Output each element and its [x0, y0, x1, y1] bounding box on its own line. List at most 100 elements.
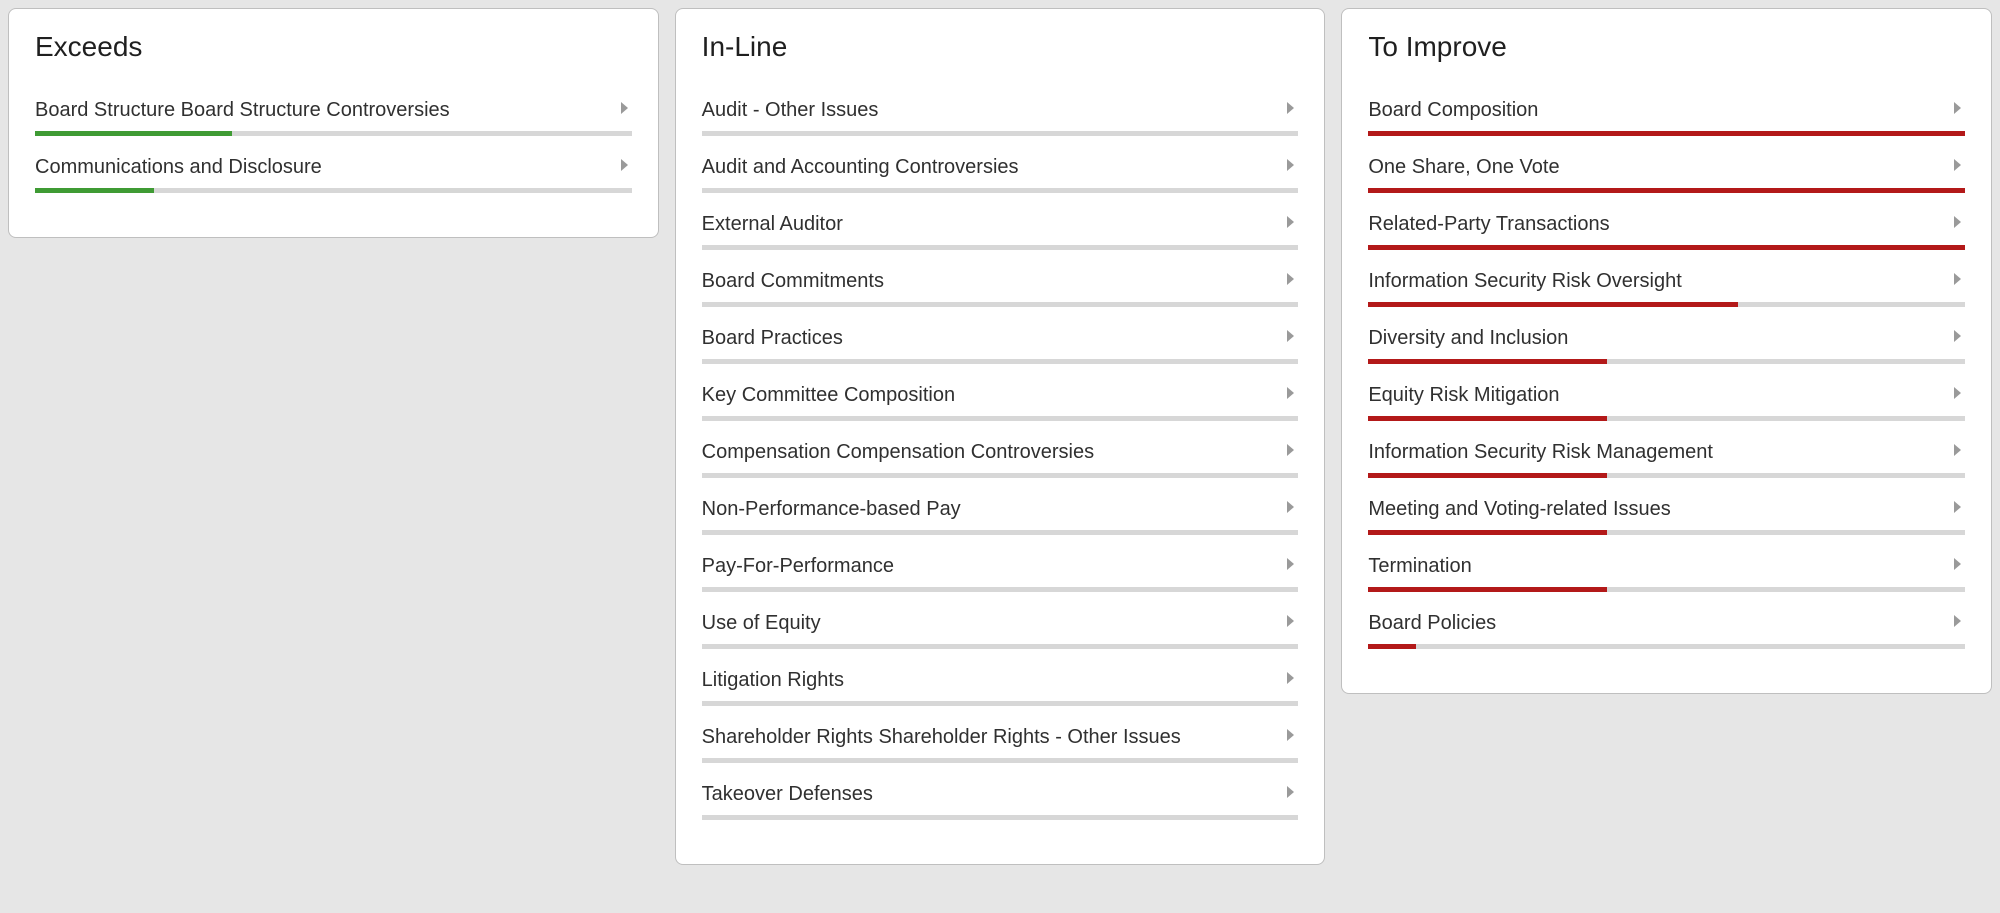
metric-item: Compensation Compensation Controversies [702, 439, 1299, 478]
metric-item-label: Information Security Risk Oversight [1368, 268, 1951, 294]
chevron-right-icon [1284, 215, 1298, 234]
metric-item-label: Diversity and Inclusion [1368, 325, 1951, 351]
metric-bar-track [1368, 530, 1965, 535]
metric-bar-track [1368, 188, 1965, 193]
metric-item-header[interactable]: Information Security Risk Management [1368, 439, 1965, 465]
panels-container: Exceeds Board Structure Board Structure … [8, 8, 1992, 865]
metric-item-header[interactable]: Litigation Rights [702, 667, 1299, 693]
chevron-right-icon [1284, 728, 1298, 747]
metric-bar-fill [702, 245, 1299, 250]
metric-bar-fill [702, 359, 1299, 364]
metric-item: External Auditor [702, 211, 1299, 250]
panel-items-exceeds: Board Structure Board Structure Controve… [35, 97, 632, 193]
metric-item-header[interactable]: Non-Performance-based Pay [702, 496, 1299, 522]
chevron-right-icon [1284, 614, 1298, 633]
metric-bar-track [1368, 302, 1965, 307]
metric-item-header[interactable]: Diversity and Inclusion [1368, 325, 1965, 351]
metric-item-header[interactable]: One Share, One Vote [1368, 154, 1965, 180]
metric-item-label: Related-Party Transactions [1368, 211, 1951, 237]
metric-item-header[interactable]: Board Structure Board Structure Controve… [35, 97, 632, 123]
metric-bar-track [702, 530, 1299, 535]
metric-item: Use of Equity [702, 610, 1299, 649]
metric-item-label: Board Policies [1368, 610, 1951, 636]
chevron-right-icon [1951, 215, 1965, 234]
metric-item-label: Takeover Defenses [702, 781, 1285, 807]
metric-item-header[interactable]: External Auditor [702, 211, 1299, 237]
metric-item-header[interactable]: Board Commitments [702, 268, 1299, 294]
metric-item: Board Policies [1368, 610, 1965, 649]
panel-title-inline: In-Line [702, 31, 1299, 63]
metric-item-label: External Auditor [702, 211, 1285, 237]
metric-item-label: Equity Risk Mitigation [1368, 382, 1951, 408]
metric-item: Information Security Risk Oversight [1368, 268, 1965, 307]
metric-bar-fill [1368, 359, 1607, 364]
metric-item-label: Board Structure Board Structure Controve… [35, 97, 618, 123]
chevron-right-icon [1284, 443, 1298, 462]
metric-item-header[interactable]: Board Practices [702, 325, 1299, 351]
metric-item-header[interactable]: Shareholder Rights Shareholder Rights - … [702, 724, 1299, 750]
metric-item: Related-Party Transactions [1368, 211, 1965, 250]
metric-item-header[interactable]: Compensation Compensation Controversies [702, 439, 1299, 465]
chevron-right-icon [1284, 671, 1298, 690]
metric-bar-track [702, 473, 1299, 478]
metric-bar-track [702, 815, 1299, 820]
metric-bar-track [702, 587, 1299, 592]
chevron-right-icon [1951, 158, 1965, 177]
metric-bar-fill [1368, 473, 1607, 478]
metric-item: Board Commitments [702, 268, 1299, 307]
metric-item-header[interactable]: Use of Equity [702, 610, 1299, 636]
metric-item-header[interactable]: Pay-For-Performance [702, 553, 1299, 579]
metric-item-header[interactable]: Takeover Defenses [702, 781, 1299, 807]
metric-item: Non-Performance-based Pay [702, 496, 1299, 535]
metric-item-header[interactable]: Meeting and Voting-related Issues [1368, 496, 1965, 522]
chevron-right-icon [1951, 500, 1965, 519]
chevron-right-icon [1951, 443, 1965, 462]
metric-item-label: Termination [1368, 553, 1951, 579]
metric-bar-track [702, 359, 1299, 364]
metric-item-header[interactable]: Board Composition [1368, 97, 1965, 123]
metric-bar-fill [1368, 530, 1607, 535]
metric-bar-fill [1368, 302, 1738, 307]
metric-item-label: Non-Performance-based Pay [702, 496, 1285, 522]
panel-improve: To Improve Board CompositionOne Share, O… [1341, 8, 1992, 694]
metric-item-header[interactable]: Related-Party Transactions [1368, 211, 1965, 237]
metric-bar-fill [702, 815, 1299, 820]
metric-item-label: Audit - Other Issues [702, 97, 1285, 123]
metric-item-header[interactable]: Key Committee Composition [702, 382, 1299, 408]
chevron-right-icon [1951, 329, 1965, 348]
metric-item: Board Practices [702, 325, 1299, 364]
metric-item-label: Use of Equity [702, 610, 1285, 636]
metric-bar-track [702, 245, 1299, 250]
metric-bar-fill [1368, 587, 1607, 592]
metric-item-label: Key Committee Composition [702, 382, 1285, 408]
chevron-right-icon [1284, 500, 1298, 519]
chevron-right-icon [1951, 272, 1965, 291]
metric-item: Audit and Accounting Controversies [702, 154, 1299, 193]
metric-item-header[interactable]: Termination [1368, 553, 1965, 579]
metric-bar-track [1368, 587, 1965, 592]
metric-bar-fill [702, 701, 1299, 706]
metric-bar-fill [35, 188, 154, 193]
metric-bar-fill [702, 302, 1299, 307]
metric-bar-fill [1368, 416, 1607, 421]
metric-item-header[interactable]: Board Policies [1368, 610, 1965, 636]
metric-item-label: One Share, One Vote [1368, 154, 1951, 180]
metric-bar-fill [702, 587, 1299, 592]
metric-bar-track [702, 131, 1299, 136]
chevron-right-icon [1284, 386, 1298, 405]
metric-item-header[interactable]: Equity Risk Mitigation [1368, 382, 1965, 408]
metric-bar-track [1368, 473, 1965, 478]
metric-item-label: Shareholder Rights Shareholder Rights - … [702, 724, 1285, 750]
chevron-right-icon [618, 101, 632, 120]
metric-item: Communications and Disclosure [35, 154, 632, 193]
metric-bar-track [702, 701, 1299, 706]
chevron-right-icon [1284, 329, 1298, 348]
metric-item: Board Composition [1368, 97, 1965, 136]
metric-bar-fill [702, 758, 1299, 763]
metric-item-header[interactable]: Audit and Accounting Controversies [702, 154, 1299, 180]
metric-bar-track [702, 758, 1299, 763]
metric-item-header[interactable]: Audit - Other Issues [702, 97, 1299, 123]
metric-item-header[interactable]: Information Security Risk Oversight [1368, 268, 1965, 294]
metric-item-header[interactable]: Communications and Disclosure [35, 154, 632, 180]
panel-exceeds: Exceeds Board Structure Board Structure … [8, 8, 659, 238]
